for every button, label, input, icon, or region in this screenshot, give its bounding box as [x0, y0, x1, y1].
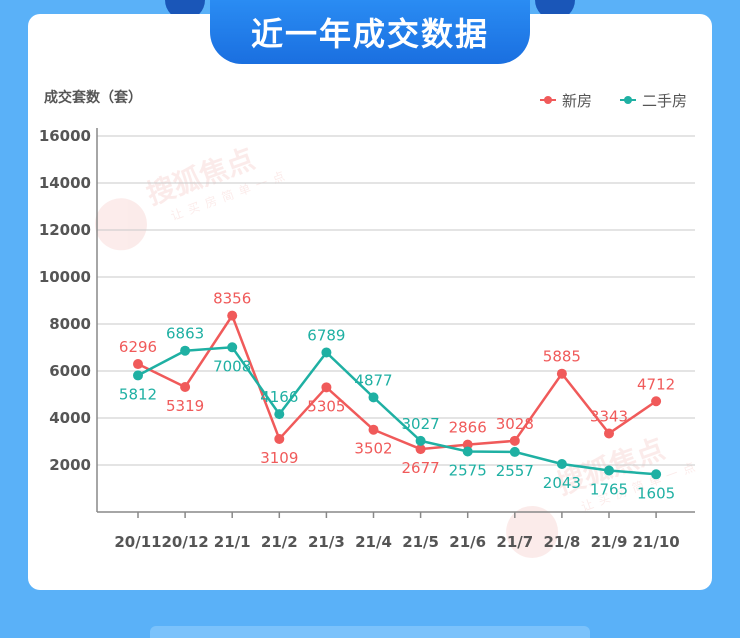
- legend-label: 二手房: [642, 92, 687, 110]
- y-tick-label: 2000: [49, 456, 91, 474]
- data-label: 5319: [166, 397, 204, 415]
- y-tick-label: 8000: [49, 315, 91, 333]
- data-point: [227, 342, 238, 353]
- data-point: [509, 446, 520, 457]
- data-point: [604, 428, 614, 439]
- y-tick-label: 12000: [39, 221, 91, 239]
- watermark-logo-icon: [506, 505, 559, 558]
- legend-marker: [544, 96, 552, 104]
- data-point: [368, 424, 379, 435]
- data-label: 2557: [496, 462, 534, 480]
- data-label: 8356: [213, 290, 251, 308]
- x-tick-label: 21/8: [544, 533, 581, 551]
- data-point: [321, 347, 332, 358]
- data-point: [462, 446, 473, 457]
- data-point: [556, 458, 567, 469]
- data-point: [651, 469, 662, 480]
- legend-label: 新房: [562, 92, 592, 110]
- x-tick-label: 21/9: [591, 533, 628, 551]
- legend-marker: [624, 96, 632, 104]
- y-tick-label: 14000: [39, 174, 91, 192]
- page-title: 近一年成交数据: [250, 15, 489, 53]
- data-point: [651, 396, 662, 407]
- data-label: 2677: [402, 459, 440, 477]
- x-tick-label: 21/7: [496, 533, 533, 551]
- data-label: 2866: [449, 419, 487, 437]
- data-label: 6789: [307, 326, 345, 344]
- x-tick-label: 21/4: [355, 533, 392, 551]
- data-label: 3343: [590, 407, 628, 425]
- data-label: 2043: [543, 474, 581, 492]
- data-label: 7008: [213, 357, 251, 375]
- watermark-logo-icon: [94, 198, 147, 251]
- data-point: [462, 439, 473, 450]
- data-label: 4877: [354, 371, 392, 389]
- title-banner: 近一年成交数据: [210, 0, 530, 64]
- data-label: 6863: [166, 325, 204, 343]
- y-tick-label: 16000: [39, 127, 91, 145]
- data-label: 5812: [119, 385, 157, 403]
- data-point: [415, 435, 426, 446]
- y-axis-label: 成交套数（套）: [44, 89, 142, 106]
- data-point: [133, 370, 143, 381]
- data-point: [415, 444, 426, 455]
- y-tick-label: 10000: [39, 268, 91, 286]
- x-tick-label: 21/5: [402, 533, 439, 551]
- data-label: 6296: [119, 338, 157, 356]
- data-label: 3027: [402, 415, 440, 433]
- data-point: [180, 345, 191, 356]
- x-tick-label: 21/2: [261, 533, 298, 551]
- data-label: 3502: [354, 440, 392, 458]
- series-line-resale: [137, 346, 657, 476]
- x-tick-label: 20/11: [114, 533, 161, 551]
- data-label: 5885: [543, 348, 581, 366]
- data-point: [321, 382, 332, 393]
- data-point: [368, 392, 379, 403]
- data-point: [274, 433, 285, 444]
- data-label: 4166: [260, 388, 298, 406]
- bottom-strip: [150, 626, 590, 638]
- x-tick-label: 20/12: [161, 533, 208, 551]
- y-tick-label: 6000: [49, 362, 91, 380]
- data-label: 3109: [260, 449, 298, 467]
- data-point: [227, 310, 238, 321]
- data-label: 5305: [307, 397, 345, 415]
- data-label: 3028: [496, 415, 534, 433]
- data-point: [509, 435, 520, 446]
- data-point: [133, 359, 143, 370]
- data-label: 4712: [637, 375, 675, 393]
- data-point: [180, 382, 191, 393]
- x-tick-label: 21/3: [308, 533, 345, 551]
- series-line-new: [137, 312, 657, 451]
- data-label: 2575: [449, 461, 487, 479]
- chart-card: [28, 14, 712, 590]
- data-point: [274, 409, 285, 420]
- legend-item: 新房: [540, 92, 592, 110]
- x-tick-label: 21/1: [214, 533, 251, 551]
- legend-item: 二手房: [620, 92, 687, 110]
- x-tick-label: 21/6: [449, 533, 486, 551]
- data-point: [556, 368, 567, 379]
- data-label: 1765: [590, 481, 628, 499]
- data-point: [604, 465, 614, 476]
- data-label: 1605: [637, 484, 675, 502]
- y-tick-label: 4000: [49, 409, 91, 427]
- x-tick-label: 21/10: [632, 533, 679, 551]
